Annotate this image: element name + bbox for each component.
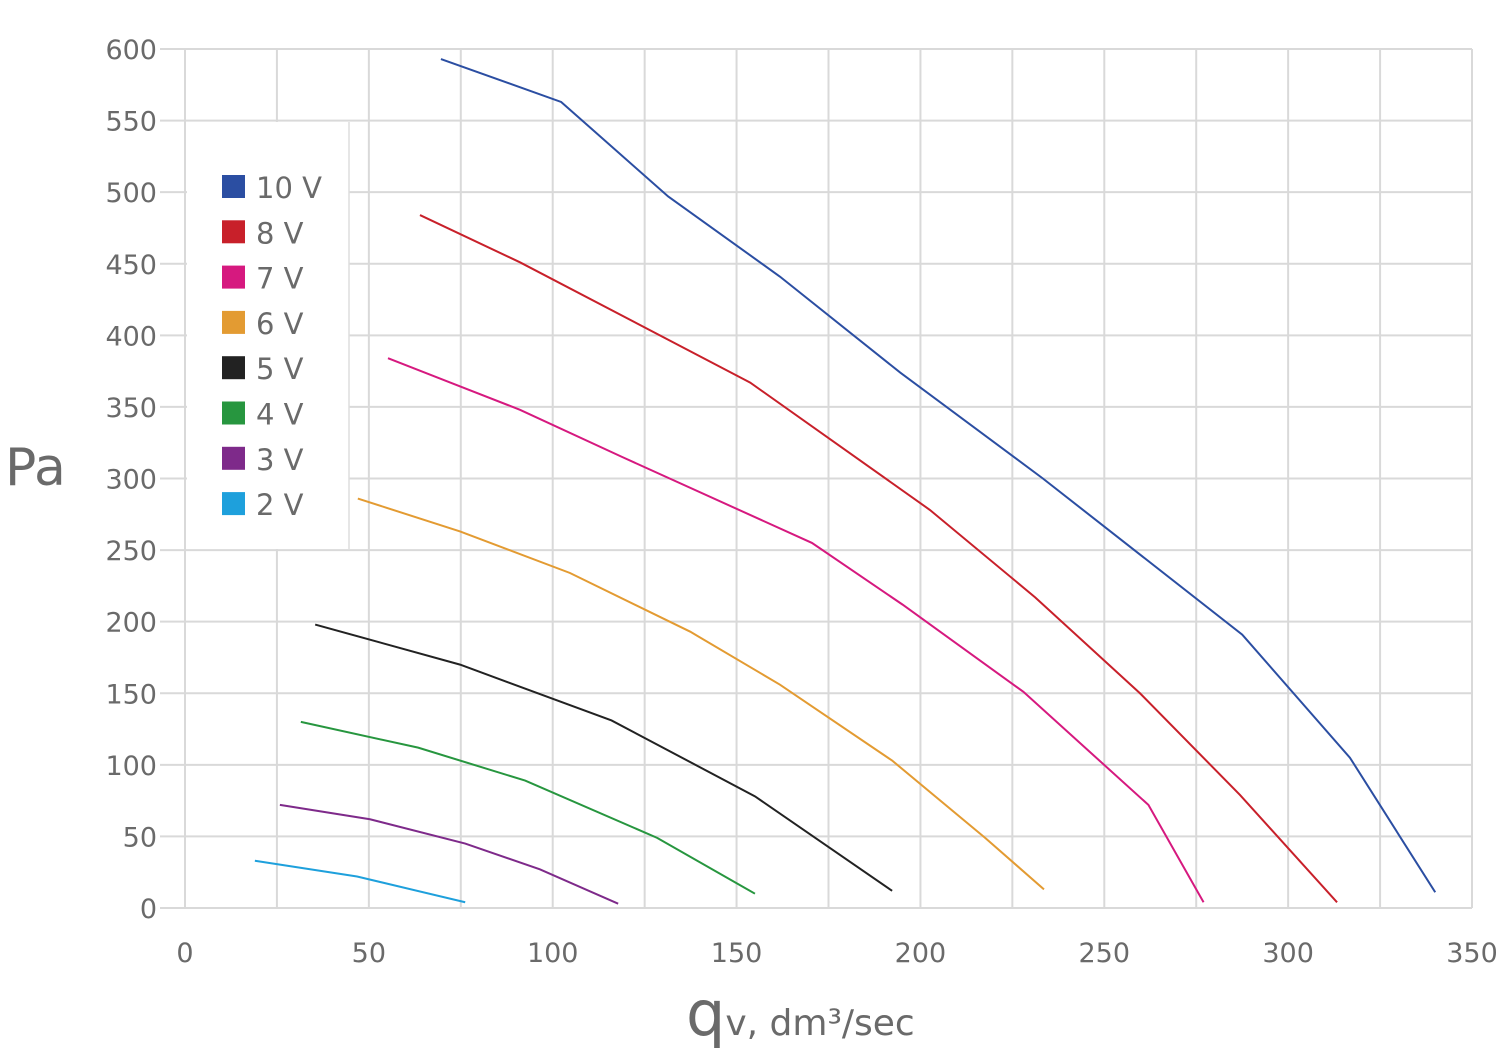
x-tick-label: 150 [711, 938, 763, 969]
legend-swatch [222, 175, 245, 198]
y-tick-label: 0 [140, 894, 157, 925]
y-tick-label: 150 [105, 679, 157, 710]
legend-swatch [222, 356, 245, 380]
x-tick-label: 300 [1262, 938, 1314, 969]
y-tick-label: 600 [105, 35, 157, 66]
series-line-8v [419, 214, 1338, 903]
x-tick-label: 100 [527, 938, 579, 969]
legend-label: 8 V [256, 216, 304, 250]
legend-swatch [222, 265, 245, 289]
grid [160, 48, 1473, 909]
y-tick-label: 400 [105, 321, 157, 352]
legend-label: 2 V [256, 488, 304, 522]
y-tick-label: 350 [105, 393, 157, 424]
series-line-3v [279, 803, 619, 905]
series-line-5v [314, 623, 893, 892]
legend-swatch [222, 446, 245, 470]
y-tick-label: 500 [105, 178, 157, 209]
y-tick-label: 550 [105, 107, 157, 138]
x-tick-label: 50 [352, 938, 386, 969]
series-line-7v [387, 357, 1205, 903]
series-lines [254, 58, 1437, 905]
x-tick-label: 0 [176, 938, 193, 969]
legend-label: 10 V [256, 171, 322, 205]
x-axis-title-rest: v, dm³/sec [725, 1003, 914, 1044]
series-line-10v [440, 58, 1437, 893]
x-tick-label: 350 [1446, 938, 1498, 969]
tick-labels: 0 50 100 150 200 250 300 350 400 450 500 550 600 0 50 1… [105, 35, 1497, 969]
x-axis-title-q: q [686, 977, 725, 1050]
legend-swatch [222, 220, 245, 244]
legend-swatch [222, 492, 245, 516]
legend-swatch [222, 310, 245, 334]
y-tick-label: 250 [105, 536, 157, 567]
legend-label: 4 V [256, 398, 304, 432]
legend-background [187, 122, 349, 549]
legend-swatch [222, 401, 245, 425]
y-tick-label: 200 [105, 608, 157, 639]
x-tick-label: 200 [895, 938, 947, 969]
legend-label: 3 V [256, 443, 304, 477]
series-line-4v [300, 720, 756, 895]
y-tick-label: 50 [123, 822, 157, 853]
legend-label: 7 V [256, 262, 304, 296]
legend-label: 5 V [256, 352, 304, 386]
legend-label: 6 V [256, 307, 304, 341]
x-tick-label: 250 [1079, 938, 1131, 969]
legend: 10 V 8 V 7 V 6 V 5 V 4 V 3 V 2 V [222, 171, 322, 522]
series-line-6v [357, 497, 1045, 891]
series-line-2v [254, 859, 466, 904]
y-axis-title: Pa [5, 438, 66, 498]
y-tick-label: 100 [105, 751, 157, 782]
y-tick-label: 300 [105, 465, 157, 496]
x-axis-title: qv, dm³/sec [686, 977, 915, 1050]
y-tick-label: 450 [105, 250, 157, 281]
